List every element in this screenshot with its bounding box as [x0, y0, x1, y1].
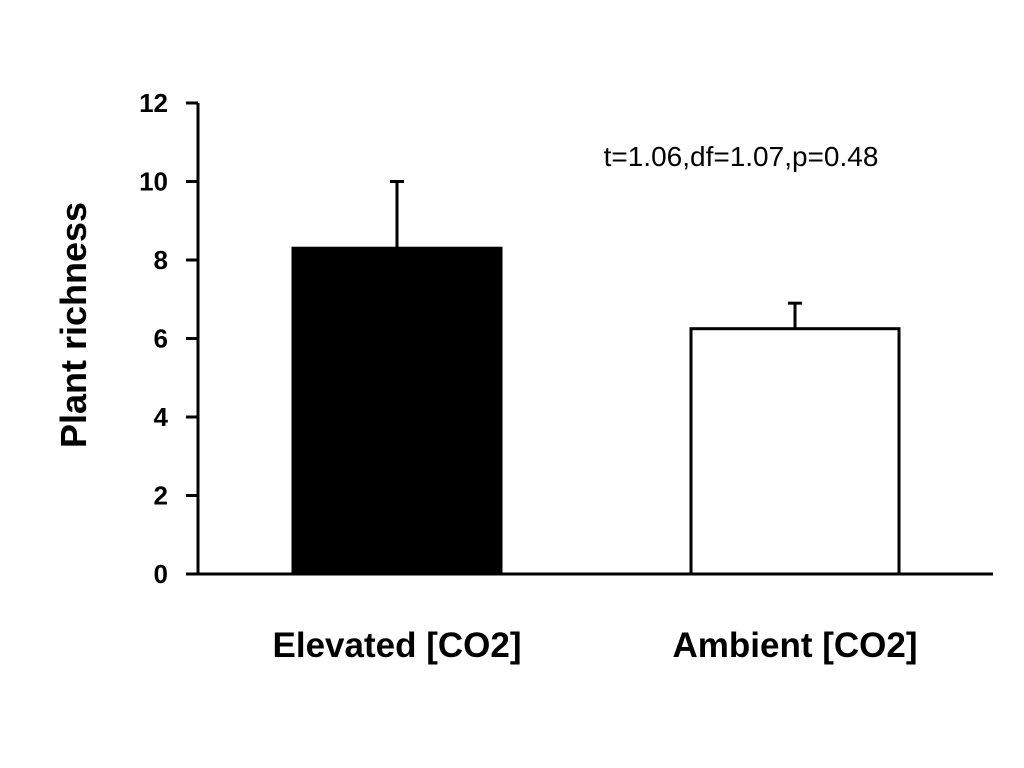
y-tick-label: 12 [139, 88, 168, 118]
error-bars-layer [390, 180, 802, 329]
x-labels-layer: Elevated [CO2] Ambient [CO2] [273, 626, 918, 665]
y-tick-label: 2 [154, 481, 168, 511]
y-tick-label: 6 [154, 324, 168, 354]
bars-layer [291, 246, 901, 576]
y-tick-label: 10 [139, 167, 168, 197]
bar [291, 246, 503, 576]
y-tick-label: 8 [154, 245, 168, 275]
bar [689, 327, 901, 576]
category-label: Ambient [CO2] [673, 626, 918, 665]
y-axis-title: Plant richness [53, 202, 94, 448]
stats-annotation: t=1.06,df=1.07,p=0.48 [604, 141, 879, 172]
y-tick-label: 0 [154, 559, 168, 589]
category-label: Elevated [CO2] [273, 626, 522, 665]
y-ticks-layer: 0 2 4 6 8 10 12 [139, 88, 198, 589]
y-tick-label: 4 [154, 402, 169, 432]
